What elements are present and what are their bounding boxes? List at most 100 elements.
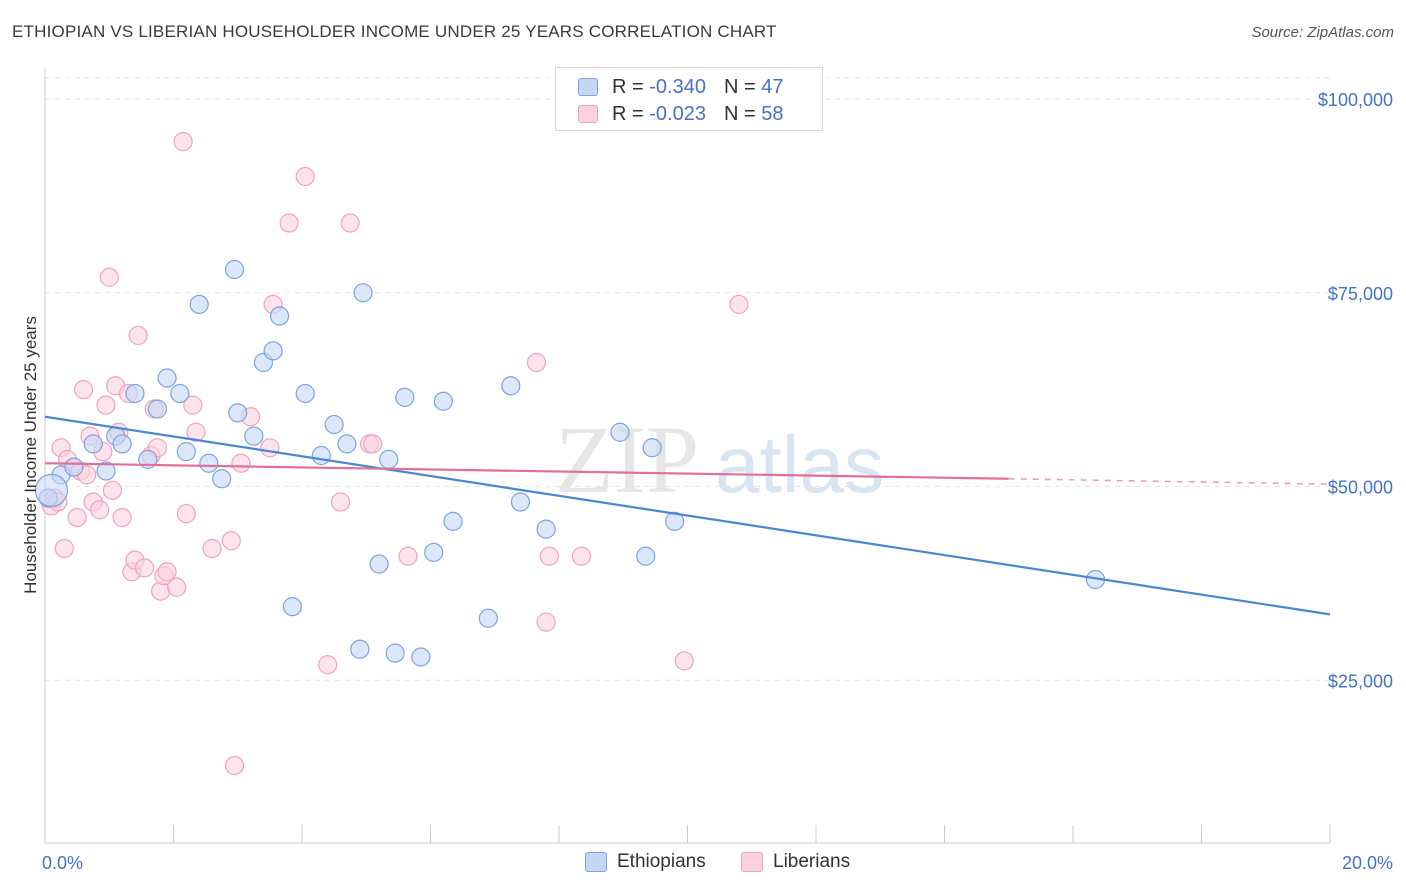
ethiopians-point — [64, 457, 84, 477]
bottom-legend-liberians: Liberians — [741, 851, 850, 873]
legend-row-liberians: R = -0.023 N = 58 — [578, 101, 783, 127]
tick-labels: $25,000 $50,000 $75,000 $100,000 0.0% 20.0% — [42, 90, 1393, 873]
liberians-point — [536, 612, 556, 632]
legend-n-label: N = — [723, 75, 756, 98]
liberians-point — [398, 546, 418, 566]
legend-r-label: R = — [612, 102, 644, 125]
legend: R = -0.340 N = 47 R = -0.023 N = 58 — [555, 67, 823, 131]
ethiopians-point — [395, 387, 415, 407]
ethiopians-point — [324, 414, 344, 435]
ethiopians-point — [385, 643, 405, 663]
liberians-point — [221, 531, 241, 551]
liberians-point — [231, 453, 251, 473]
liberians-point — [186, 422, 206, 442]
legend-r-label: R = — [612, 75, 644, 98]
ethiopians-point — [176, 442, 196, 462]
ethiopians-point — [189, 294, 209, 314]
liberians-point — [173, 132, 193, 152]
source-label: Source: ZipAtlas.com — [1251, 24, 1394, 41]
ethiopians-point — [147, 399, 168, 419]
liberians-trend-extension — [1008, 478, 1331, 485]
x-tick-label-0: 0.0% — [42, 853, 83, 873]
ethiopians-point — [369, 554, 389, 574]
bottom-legend-ethiopians: Ethiopians — [585, 851, 706, 873]
ethiopians-point — [282, 597, 302, 617]
axes — [44, 68, 1331, 844]
ethiopians-point — [424, 542, 444, 562]
liberians-point — [112, 507, 132, 528]
liberians-point — [183, 395, 203, 415]
y-tick-label-1: $50,000 — [1328, 478, 1393, 498]
liberians-point — [340, 213, 360, 233]
ethiopians-point — [224, 259, 245, 280]
ethiopians-point — [636, 546, 656, 566]
ethiopians-point — [228, 403, 248, 423]
liberians-point — [526, 352, 547, 373]
ethiopians-legend-swatch — [585, 852, 607, 872]
ethiopians-point — [411, 647, 431, 667]
trend-lines — [44, 415, 1331, 616]
ethiopians-swatch — [578, 78, 598, 96]
watermark: ZIP atlas — [555, 406, 884, 513]
ethiopians-point — [665, 511, 685, 531]
legend-n-label: N = — [723, 102, 756, 125]
y-axis-title: Householder Income Under 25 years — [21, 316, 40, 594]
legend-r-value: -0.023 — [649, 102, 706, 125]
legend-n-value: 47 — [761, 75, 784, 98]
ethiopians-point — [212, 469, 232, 489]
ethiopians-legend-label: Ethiopians — [617, 851, 706, 872]
ethiopians-point — [34, 473, 69, 507]
liberians-point — [167, 577, 187, 597]
ethiopians-point — [433, 391, 453, 411]
ethiopians-point — [353, 283, 373, 303]
liberians-point — [279, 213, 299, 233]
liberians-legend-swatch — [741, 852, 763, 872]
liberians-point — [571, 546, 592, 566]
chart-title: ETHIOPIAN VS LIBERIAN HOUSEHOLDER INCOME… — [12, 22, 777, 41]
liberians-point — [96, 395, 116, 415]
ethiopians-point — [501, 376, 521, 396]
liberians-swatch — [578, 105, 598, 123]
liberians-point — [539, 546, 559, 566]
ethiopians-point — [112, 434, 132, 454]
liberians-point — [128, 325, 148, 345]
ethiopians-point — [157, 368, 177, 388]
legend-row-ethiopians: R = -0.340 N = 47 — [578, 74, 783, 100]
ethiopians-point — [83, 434, 103, 454]
ethiopians-point — [269, 306, 290, 326]
liberians-legend-label: Liberians — [773, 851, 851, 872]
x-tick-label-1: 20.0% — [1342, 853, 1393, 873]
liberians-point — [318, 655, 338, 675]
y-tick-label-3: $100,000 — [1318, 90, 1393, 110]
ethiopians-point — [379, 449, 399, 469]
y-tick-label-2: $75,000 — [1328, 284, 1393, 304]
ethiopians-point — [295, 383, 315, 404]
watermark-atlas: atlas — [715, 420, 884, 509]
liberians-point — [54, 538, 74, 559]
ethiopians-point — [263, 341, 283, 361]
ethiopians-point — [125, 383, 145, 404]
liberians-point — [224, 755, 245, 776]
liberians-point — [295, 166, 315, 187]
ethiopians-point — [311, 445, 331, 466]
ethiopians-point — [350, 639, 370, 659]
liberians-point — [134, 558, 155, 578]
ethiopians-point — [96, 461, 116, 481]
ethiopians-point — [170, 383, 190, 404]
liberians-point — [260, 438, 280, 458]
liberians-point — [176, 504, 196, 524]
liberians-point — [363, 434, 383, 454]
liberians-point — [73, 380, 94, 400]
liberians-point — [67, 507, 87, 528]
legend-n-value: 58 — [761, 102, 784, 125]
liberians-point — [151, 581, 171, 601]
watermark-zip: ZIP — [555, 406, 699, 513]
gridlines — [45, 77, 1330, 681]
ethiopians-point — [536, 519, 556, 539]
ethiopians-point — [642, 438, 662, 458]
liberians-point — [674, 651, 694, 671]
ethiopians-point — [443, 511, 463, 531]
ethiopians-point — [337, 434, 357, 454]
liberians-point — [157, 562, 177, 582]
